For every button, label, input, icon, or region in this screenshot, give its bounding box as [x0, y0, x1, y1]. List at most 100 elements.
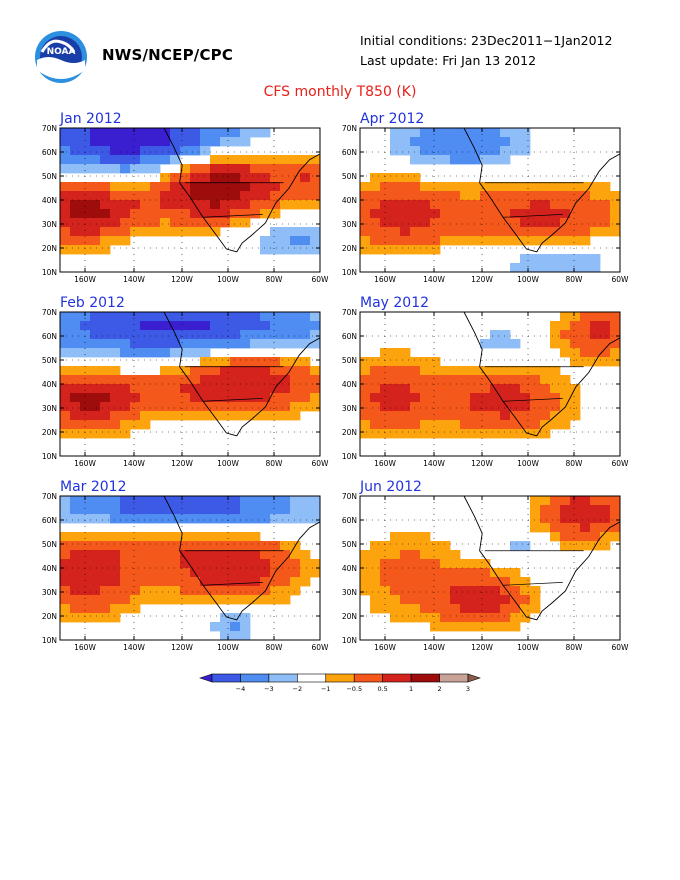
lon-label: 120W	[171, 275, 193, 284]
border-lines	[184, 550, 284, 586]
lat-label: 50N	[42, 172, 57, 181]
colorbar-bin	[268, 673, 298, 683]
lat-label: 60N	[342, 332, 357, 341]
lat-label: 70N	[42, 308, 57, 317]
lon-label: 120W	[471, 643, 493, 652]
lon-label: 80W	[566, 459, 584, 468]
colorbar: −4−3−2−1−0.50.51234	[199, 673, 481, 693]
lon-label: 80W	[266, 459, 284, 468]
lon-label: 100W	[517, 459, 539, 468]
map-panel-may: 70N 60N 50N 40N 30N 20N 10N 160W 140W 120W 100W 80W…	[342, 308, 629, 468]
lat-label: 50N	[342, 356, 357, 365]
map-panel-feb: 70N 60N 50N 40N 30N 20N 10N 160W 140W 120W 100W 80W…	[42, 308, 329, 468]
lat-label: 40N	[342, 380, 357, 389]
figure-title: CFS monthly T850 (K)	[263, 84, 417, 100]
border-lines	[184, 182, 284, 218]
lon-label: 160W	[74, 275, 96, 284]
lat-label: 20N	[42, 244, 57, 253]
colorbar-label: 0.5	[377, 685, 387, 693]
lat-label: 30N	[342, 588, 357, 597]
colorbar-label: −3	[264, 685, 274, 693]
lat-label: 30N	[42, 220, 57, 229]
lat-label: 70N	[342, 492, 357, 501]
lat-label: 70N	[342, 308, 357, 317]
coastline	[463, 127, 621, 253]
lon-label: 140W	[123, 459, 145, 468]
coastline	[163, 127, 321, 253]
lon-label: 100W	[217, 275, 239, 284]
colorbar-arrow-right	[467, 673, 481, 683]
lon-label: 60W	[612, 275, 630, 284]
colorbar-bin	[382, 673, 412, 683]
panel-title-apr: Apr 2012	[360, 111, 425, 127]
lon-label: 100W	[517, 275, 539, 284]
lat-label: 40N	[342, 196, 357, 205]
lat-label: 20N	[42, 612, 57, 621]
colorbar-bin	[353, 673, 383, 683]
lon-label: 140W	[423, 643, 445, 652]
organization-label: NWS/NCEP/CPC	[102, 46, 234, 64]
coastline	[463, 495, 621, 621]
colorbar-label: 1	[409, 685, 413, 693]
map-panel-mar: 70N 60N 50N 40N 30N 20N 10N 160W 140W 120W 100W 80W…	[42, 492, 329, 652]
lat-label: 70N	[42, 492, 57, 501]
border-lines	[484, 182, 584, 218]
lat-label: 50N	[342, 172, 357, 181]
lon-label: 120W	[471, 275, 493, 284]
colorbar-label: −1	[321, 685, 331, 693]
lat-label: 40N	[42, 196, 57, 205]
lat-label: 70N	[42, 124, 57, 133]
lat-label: 10N	[342, 452, 357, 461]
lon-label: 160W	[74, 459, 96, 468]
lat-label: 10N	[42, 268, 57, 277]
lat-label: 20N	[342, 612, 357, 621]
lat-label: 10N	[42, 452, 57, 461]
colorbar-bin	[325, 673, 355, 683]
colorbar-label: −0.5	[346, 685, 362, 693]
lat-label: 60N	[42, 516, 57, 525]
lat-label: 70N	[342, 124, 357, 133]
border-lines	[484, 550, 584, 586]
lon-label: 100W	[517, 643, 539, 652]
lon-label: 140W	[423, 275, 445, 284]
lon-label: 140W	[423, 459, 445, 468]
colorbar-label: −2	[293, 685, 303, 693]
lon-label: 160W	[74, 643, 96, 652]
lon-label: 60W	[312, 643, 330, 652]
lat-label: 10N	[342, 636, 357, 645]
lon-label: 140W	[123, 275, 145, 284]
border-lines	[184, 366, 284, 402]
colorbar-label: 3	[466, 685, 470, 693]
lat-label: 20N	[342, 428, 357, 437]
lat-label: 30N	[42, 404, 57, 413]
map-panel-jun: 70N 60N 50N 40N 30N 20N 10N 160W 140W 120W 100W 80W…	[342, 492, 629, 652]
lat-label: 10N	[342, 268, 357, 277]
initial-conditions: Initial conditions: 23Dec2011−1Jan2012	[360, 33, 613, 48]
lat-label: 20N	[342, 244, 357, 253]
colorbar-bin	[297, 673, 327, 683]
lon-label: 80W	[566, 275, 584, 284]
lat-label: 40N	[42, 380, 57, 389]
lon-label: 60W	[312, 275, 330, 284]
coastline	[163, 311, 321, 437]
lat-label: 10N	[42, 636, 57, 645]
lat-label: 60N	[342, 148, 357, 157]
lat-label: 40N	[342, 564, 357, 573]
lat-label: 40N	[42, 564, 57, 573]
panel-title-mar: Mar 2012	[60, 479, 127, 495]
colorbar-bin	[410, 673, 440, 683]
panel-title-jan: Jan 2012	[60, 111, 122, 127]
noaa-logo-text: NOAA	[47, 47, 76, 57]
map-panels: 70N 60N 50N 40N 30N 20N 10N 160W 140W 120W 100W 80W…	[42, 124, 630, 652]
last-update: Last update: Fri Jan 13 2012	[360, 53, 537, 68]
colorbar-bin	[439, 673, 469, 683]
lat-label: 60N	[42, 148, 57, 157]
colorbar-label: 2	[437, 685, 441, 693]
lat-label: 30N	[342, 404, 357, 413]
map-panel-jan: 70N 60N 50N 40N 30N 20N 10N 160W 140W 120W 100W 80W…	[42, 124, 329, 284]
lon-label: 160W	[374, 459, 396, 468]
lat-label: 60N	[42, 332, 57, 341]
lat-label: 30N	[342, 220, 357, 229]
colorbar-bin	[211, 673, 241, 683]
lat-label: 50N	[42, 356, 57, 365]
